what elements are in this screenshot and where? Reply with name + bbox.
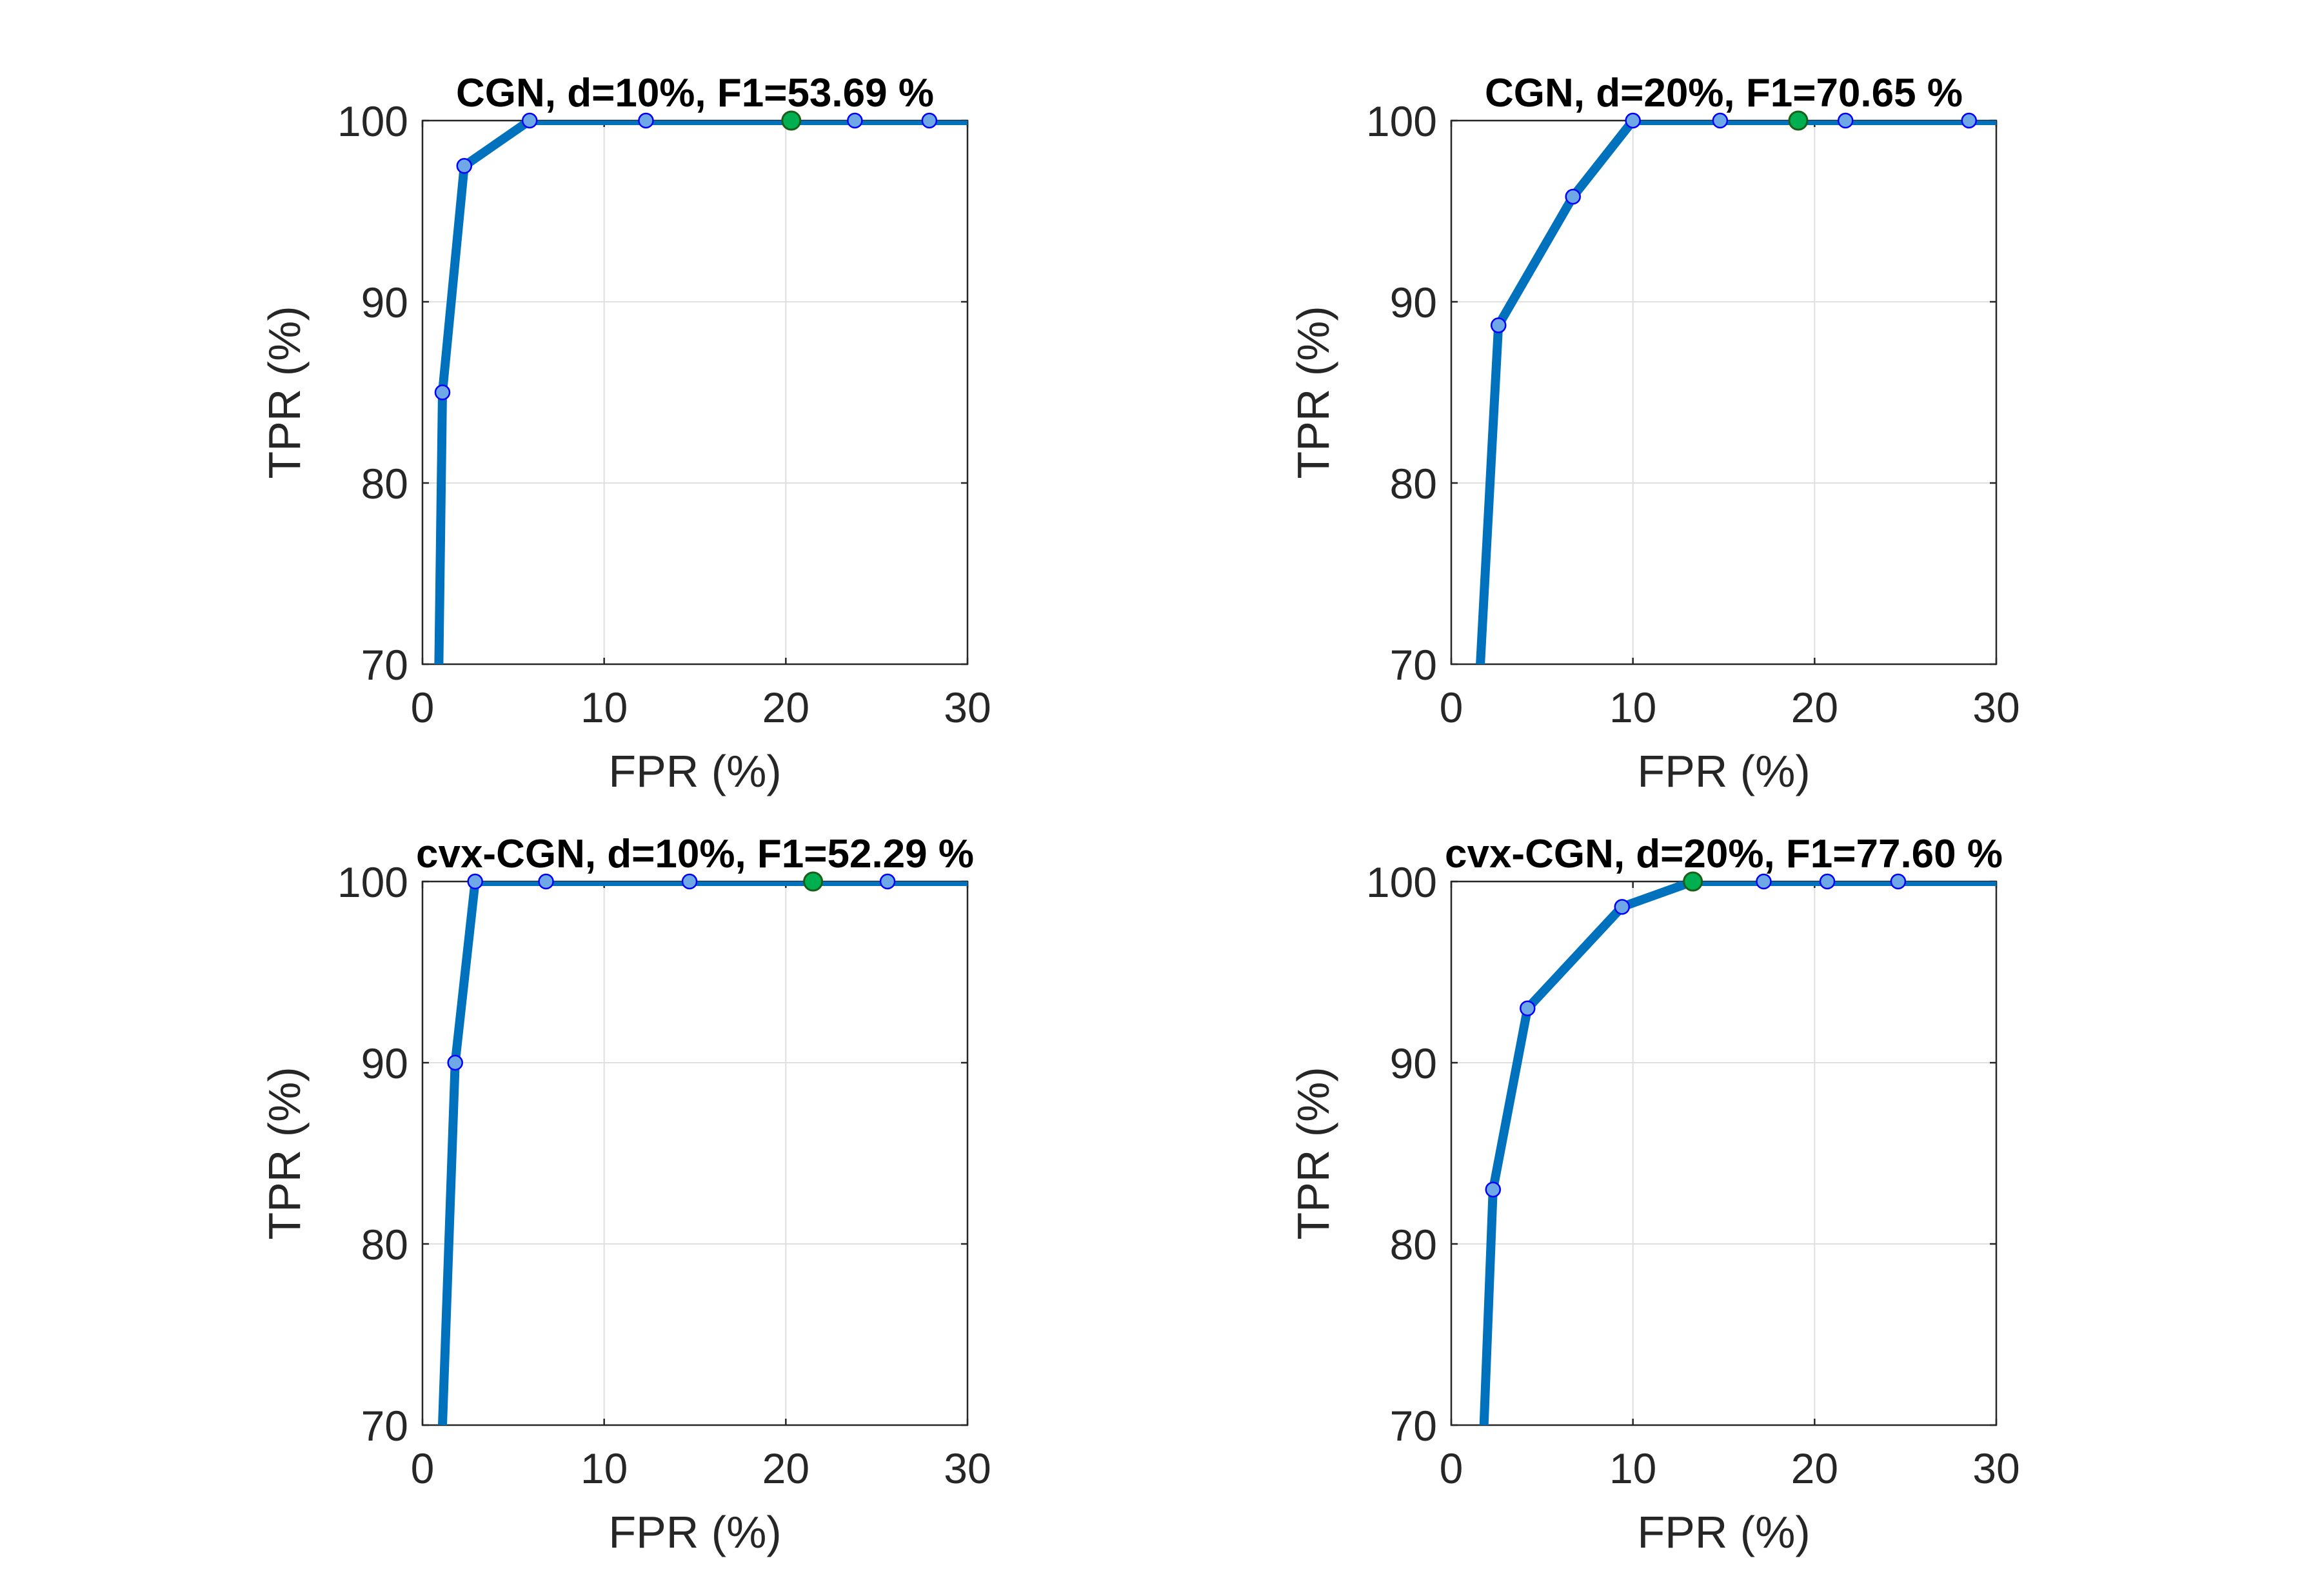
x-tick-label: 30 [1972,1444,2019,1492]
data-point [1625,112,1641,129]
data-point [1614,899,1631,915]
plot-area [422,882,968,1425]
y-tick-label: 90 [1390,1039,1437,1087]
data-point [1890,873,1907,890]
data-point [1712,112,1729,129]
y-tick-label: 100 [1366,97,1437,145]
x-tick-label: 10 [580,1444,628,1492]
series-line [1479,882,1996,1425]
y-axis-label: TPR (%) [259,306,310,478]
y-tick-label: 80 [361,460,408,507]
data-point [681,873,698,890]
data-point [521,112,538,129]
y-tick-label: 100 [337,97,408,145]
highlight-point [803,871,824,892]
y-axis-label: TPR (%) [1288,1067,1338,1239]
data-point [1485,1181,1502,1197]
data-point [1837,112,1854,129]
chart-title: cvx-CGN, d=20%, F1=77.60 % [1445,832,2003,876]
y-tick-label: 80 [361,1221,408,1268]
data-point [1819,873,1836,890]
y-tick-label: 80 [1390,1221,1437,1268]
data-point [921,112,938,129]
data-point [879,873,896,890]
series-group [1476,121,1996,664]
x-axis-label: FPR (%) [608,1507,781,1557]
chart-title: cvx-CGN, d=10%, F1=52.29 % [416,832,974,876]
y-tick-label: 100 [337,858,408,906]
plot-area [422,121,968,664]
chart-title: CGN, d=20%, F1=70.65 % [1485,71,1963,115]
x-tick-label: 20 [762,1444,809,1492]
highlight-point [1683,871,1703,892]
y-tick-label: 100 [1366,858,1437,906]
data-point [467,873,483,890]
data-point [847,112,863,129]
data-point [1490,317,1507,333]
y-axis-label: TPR (%) [1288,306,1338,478]
data-point [447,1054,463,1071]
y-tick-label: 70 [1390,1402,1437,1450]
series-line [1476,121,1996,664]
plot-area [1451,882,1996,1425]
y-axis-label: TPR (%) [259,1067,310,1239]
x-tick-label: 20 [762,684,809,731]
x-tick-label: 0 [411,684,435,731]
x-tick-label: 10 [1609,1444,1656,1492]
x-tick-label: 0 [1440,1444,1464,1492]
highlight-point [1788,110,1809,131]
y-tick-label: 70 [1390,641,1437,689]
x-tick-label: 30 [1972,684,2019,731]
y-tick-label: 90 [361,279,408,326]
data-point [1756,873,1772,890]
x-axis-label: FPR (%) [1637,746,1810,796]
x-axis-label: FPR (%) [1637,1507,1810,1557]
x-axis-label: FPR (%) [608,746,781,796]
x-tick-label: 10 [1609,684,1656,731]
x-tick-label: 0 [411,1444,435,1492]
series-group [1479,882,1996,1425]
series-line [434,121,968,664]
data-point [456,158,473,174]
x-tick-label: 0 [1440,684,1464,731]
series-group [438,882,968,1425]
data-point [638,112,654,129]
chart-panel-1: 0 10 20 30 70 80 90 100 FPR (%) TPR (%) CGN, d=10%… [259,71,991,796]
plot-area [1451,121,1996,664]
x-tick-label: 20 [1791,684,1838,731]
chart-panel-4: 0 10 20 30 70 80 90 100 FPR (%) TPR (%) cvx-CGN, d… [1288,832,2020,1557]
y-tick-label: 70 [361,1402,408,1450]
y-tick-label: 90 [361,1039,408,1087]
chart-panel-3: 0 10 20 30 70 80 90 100 FPR (%) TPR (%) cvx-CGN, d… [259,832,991,1557]
y-tick-label: 90 [1390,279,1437,326]
x-tick-label: 30 [944,684,991,731]
series-group [434,121,968,664]
y-tick-label: 70 [361,641,408,689]
data-point [1520,1000,1536,1016]
data-point [538,873,554,890]
y-tick-label: 80 [1390,460,1437,507]
data-point [434,384,451,400]
data-point [1565,188,1581,205]
x-tick-label: 30 [944,1444,991,1492]
data-point [1961,112,1977,129]
chart-title: CGN, d=10%, F1=53.69 % [456,71,934,115]
chart-panel-2: 0 10 20 30 70 80 90 100 FPR (%) TPR (%) CGN, d=20%… [1288,71,2020,796]
x-tick-label: 20 [1791,1444,1838,1492]
series-line [438,882,968,1425]
highlight-point [781,110,802,131]
x-tick-label: 10 [580,684,628,731]
